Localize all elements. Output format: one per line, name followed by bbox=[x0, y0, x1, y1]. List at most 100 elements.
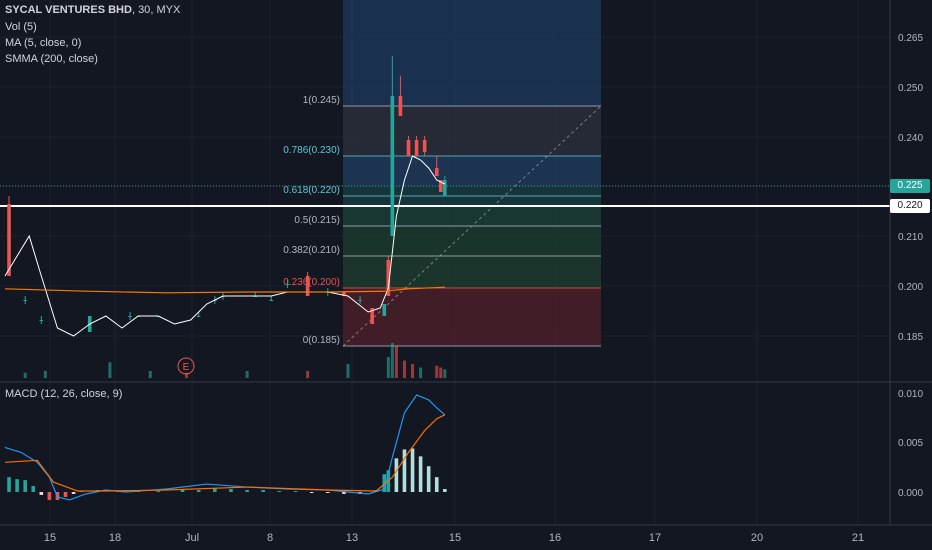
macd-line bbox=[4, 394, 446, 501]
time-axis[interactable]: 15 18 Jul 8 13 15 16 17 20 21 bbox=[44, 532, 864, 544]
fib-label-0.786: 0.786(0.230) bbox=[283, 145, 340, 156]
earnings-marker-label: E bbox=[183, 362, 190, 373]
macd-hist-bar-33 bbox=[426, 466, 431, 492]
macd-hist-bar-31 bbox=[410, 448, 415, 492]
macd-legend[interactable]: MACD (12, 26, close, 9) bbox=[5, 388, 123, 400]
macd-hist-bar-32 bbox=[418, 456, 423, 492]
fib-top-zone bbox=[343, 0, 601, 106]
macd-hist-bar-1 bbox=[15, 479, 19, 492]
fib-label-0.5: 0.5(0.215) bbox=[294, 215, 340, 226]
macd-histogram bbox=[7, 448, 447, 500]
candle-body-27 bbox=[443, 180, 447, 196]
candle-body-2 bbox=[39, 320, 44, 321]
candle-body-0 bbox=[7, 204, 11, 276]
macd-hist-bar-7 bbox=[63, 492, 68, 497]
candle-body-26 bbox=[438, 180, 443, 192]
fib-label-0: 0(0.185) bbox=[303, 335, 340, 346]
fib-trend-line bbox=[342, 105, 602, 347]
current-price-tag: 0.225 bbox=[890, 179, 930, 193]
volume-bar-6 bbox=[306, 371, 310, 378]
candle-body-1 bbox=[23, 300, 27, 301]
macd-hist-bar-17 bbox=[229, 489, 233, 492]
volume-bar-2 bbox=[108, 362, 112, 378]
volume-bar-12 bbox=[411, 364, 415, 378]
candle-body-16 bbox=[358, 300, 362, 301]
exchange: MYX bbox=[156, 4, 181, 16]
interval: 30 bbox=[138, 4, 151, 16]
candle-body-18 bbox=[382, 304, 387, 316]
price-axis[interactable]: 0.265 0.250 0.240 0.210 0.200 0.185 bbox=[898, 33, 923, 343]
volume-bar-13 bbox=[419, 367, 423, 378]
signal-line bbox=[4, 414, 446, 492]
volume-bar-10 bbox=[394, 346, 398, 378]
volume-bar-7 bbox=[346, 364, 350, 378]
price-tick-4: 0.210 bbox=[898, 232, 923, 243]
time-tick-9: 21 bbox=[852, 532, 864, 544]
time-tick-8: 20 bbox=[751, 532, 763, 544]
macd-hist-bar-4 bbox=[39, 492, 44, 495]
candle-body-17 bbox=[370, 308, 374, 324]
price-tick-0: 0.265 bbox=[898, 33, 923, 44]
fibonacci-retracement[interactable]: 1(0.245) 0.786(0.230) 0.618(0.220) 0.5(0.21… bbox=[283, 0, 602, 347]
volume-bar-5 bbox=[245, 371, 249, 378]
symbol-legend[interactable]: SYCAL VENTURES BHD, 30, MYX bbox=[5, 4, 180, 16]
time-tick-7: 17 bbox=[649, 532, 661, 544]
macd-axis[interactable]: 0.010 0.005 0.000 bbox=[898, 389, 923, 499]
macd-hist-bar-3 bbox=[31, 486, 36, 492]
macd-hist-bar-24 bbox=[342, 492, 346, 494]
candle-body-13 bbox=[305, 276, 310, 296]
macd-hist-bar-18 bbox=[245, 490, 249, 492]
macd-hist-bar-13 bbox=[156, 491, 161, 493]
macd-hist-bar-29 bbox=[394, 458, 399, 492]
fib-label-0.618: 0.618(0.220) bbox=[283, 185, 340, 196]
macd-hist-bar-20 bbox=[277, 491, 282, 493]
volume-bar-1 bbox=[43, 371, 47, 378]
time-tick-3: 8 bbox=[267, 532, 273, 544]
candle-body-15 bbox=[342, 292, 346, 296]
candle-body-24 bbox=[422, 140, 427, 152]
smma-legend[interactable]: SMMA (200, close) bbox=[5, 53, 98, 65]
volume-bar-4 bbox=[185, 372, 189, 378]
price-tick-2: 0.240 bbox=[898, 133, 923, 144]
candle-body-22 bbox=[406, 140, 411, 156]
macd-hist-bar-27 bbox=[382, 474, 387, 492]
volume-bar-15 bbox=[439, 367, 443, 378]
ma-legend[interactable]: MA (5, close, 0) bbox=[5, 37, 82, 49]
time-tick-1: 18 bbox=[109, 532, 121, 544]
earnings-marker[interactable]: E bbox=[177, 357, 195, 375]
legend-sep-1: , bbox=[131, 4, 139, 16]
time-tick-2: Jul bbox=[185, 532, 199, 544]
candle-body-20 bbox=[390, 96, 395, 236]
macd-hist-bar-8 bbox=[71, 492, 76, 494]
ma-line bbox=[4, 155, 446, 337]
macd-tick-1: 0.005 bbox=[898, 438, 923, 449]
fib-zone-5 bbox=[343, 256, 601, 288]
fib-zone-6 bbox=[343, 288, 601, 346]
fib-zone-0 bbox=[343, 106, 601, 156]
time-tick-4: 13 bbox=[346, 532, 358, 544]
candle-body-21 bbox=[398, 96, 403, 116]
macd-hist-bar-15 bbox=[196, 490, 201, 492]
macd-hist-bar-0 bbox=[7, 477, 11, 492]
time-tick-6: 16 bbox=[549, 532, 561, 544]
volume-bar-11 bbox=[402, 360, 406, 378]
candle-body-4 bbox=[128, 316, 132, 317]
fib-zone-3 bbox=[343, 206, 601, 226]
macd-hist-bar-21 bbox=[293, 491, 298, 493]
fib-zone-4 bbox=[343, 226, 601, 256]
time-tick-5: 15 bbox=[449, 532, 461, 544]
candle-body-23 bbox=[414, 140, 419, 156]
volume-bar-3 bbox=[148, 371, 152, 378]
vol-legend[interactable]: Vol (5) bbox=[5, 21, 37, 33]
legend-sep-2: , bbox=[150, 4, 157, 16]
macd-hist-bar-23 bbox=[326, 492, 330, 493]
candle-body-7 bbox=[196, 316, 201, 317]
volume-bar-8 bbox=[386, 357, 390, 378]
macd-hist-bar-14 bbox=[180, 489, 185, 492]
volume-bar-0 bbox=[23, 372, 27, 378]
volume-bars bbox=[23, 343, 447, 378]
macd-hist-bar-22 bbox=[309, 492, 314, 493]
candle-body-11 bbox=[269, 300, 274, 301]
candle-body-25 bbox=[434, 168, 439, 176]
